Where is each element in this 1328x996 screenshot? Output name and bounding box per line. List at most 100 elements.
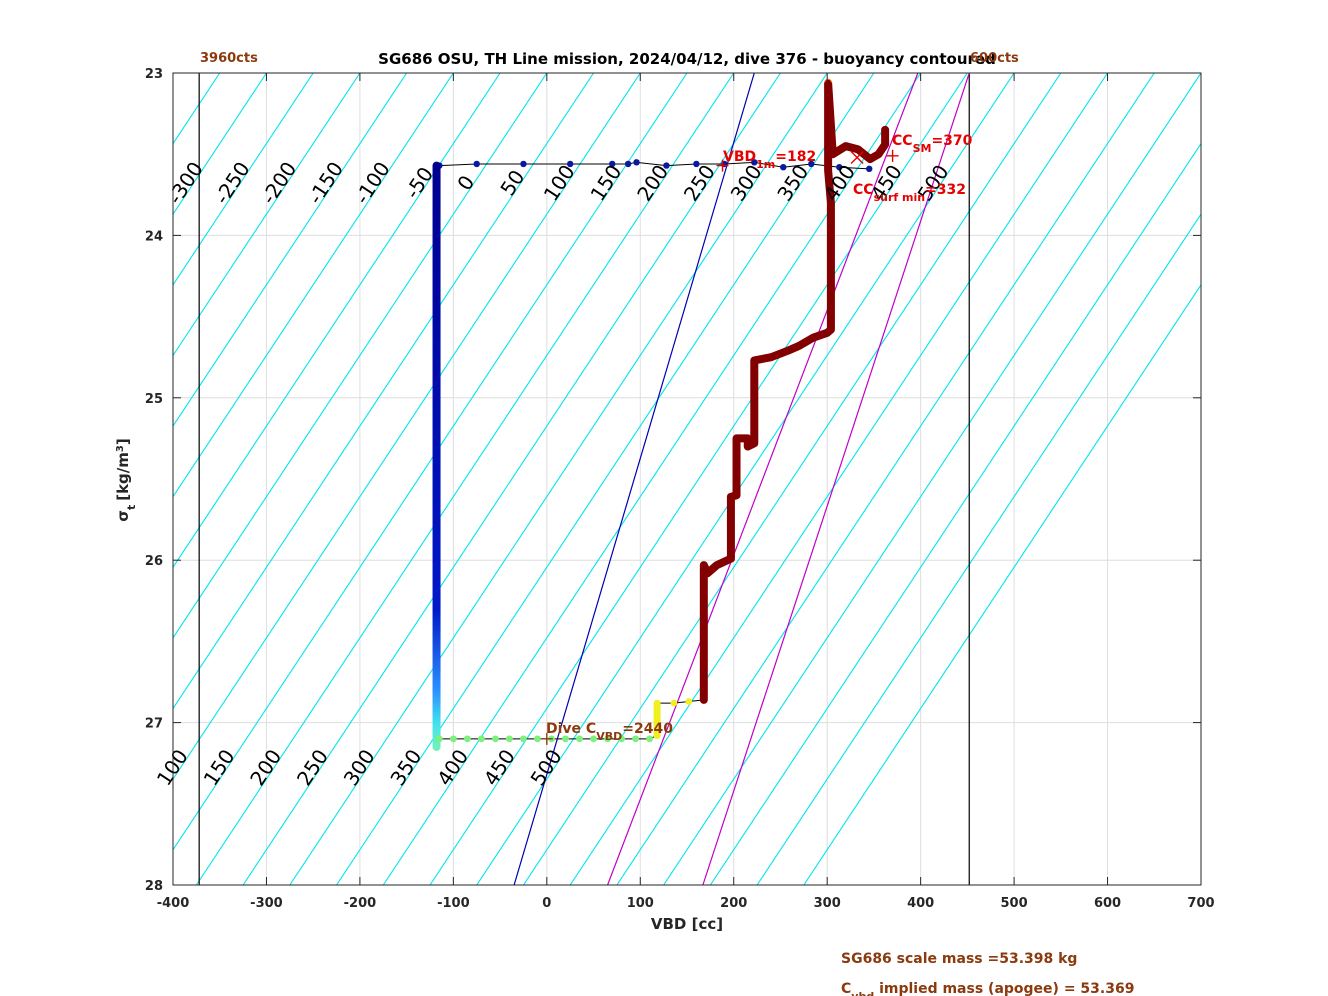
ascent-path — [699, 78, 890, 704]
contour-line — [173, 73, 595, 710]
reference-line — [513, 73, 755, 885]
surface-point — [473, 160, 480, 168]
bottom-point — [576, 735, 583, 743]
y-axis-label: σt[kg/m3] — [114, 438, 138, 521]
surface-point — [808, 160, 815, 168]
annotation-dive-c-vbd: Dive CVBD=2440 — [546, 721, 673, 743]
surface-point — [566, 160, 574, 168]
reference-lines — [513, 73, 970, 885]
x-marker — [850, 150, 864, 164]
ascent-yellow-point — [685, 698, 693, 705]
contour-line — [173, 73, 174, 74]
y-tick-label: 28 — [145, 879, 163, 894]
bottom-point — [463, 735, 471, 743]
vbd-limit-lines — [198, 73, 970, 885]
y-tick-label: 26 — [145, 554, 163, 569]
contour-line — [173, 73, 267, 216]
x-tick-label: 700 — [1187, 896, 1214, 911]
contour-line — [429, 73, 968, 885]
contour-line — [173, 73, 408, 428]
plus-marker — [540, 732, 553, 745]
x-tick-label: -100 — [437, 896, 470, 911]
annotation-vbd-1m: VBD1m=182 — [723, 149, 816, 171]
x-tick-label: 100 — [627, 896, 654, 911]
bottom-point — [520, 735, 527, 743]
plus-marker — [886, 149, 899, 162]
surface-point — [609, 160, 616, 168]
bottom-point — [562, 735, 569, 743]
dive-data-series — [432, 78, 890, 751]
contour-line — [242, 73, 781, 885]
x-axis-label: VBD [cc] — [651, 915, 723, 933]
bottom-point — [449, 735, 457, 743]
x-tick-label: 400 — [907, 896, 934, 911]
reference-line — [702, 73, 970, 885]
contour-line — [173, 73, 641, 781]
contour-line — [173, 73, 501, 569]
x-tick-label: -400 — [157, 896, 190, 911]
ascent-yellow-point — [670, 699, 678, 707]
x-tick-label: -300 — [250, 896, 283, 911]
contour-line — [709, 142, 1201, 885]
contour-line — [756, 213, 1201, 885]
bottom-point — [506, 735, 513, 743]
bottom-point — [604, 735, 611, 743]
bottom-point — [632, 735, 639, 743]
contour-line — [173, 73, 548, 639]
annotation-cc-surf-min: CCsurf min=332 — [853, 182, 966, 204]
bottom-point — [534, 735, 541, 743]
contour-line — [173, 73, 314, 286]
contour-line — [173, 73, 688, 851]
x-tick-label: -200 — [344, 896, 377, 911]
x-tick-label: 500 — [1001, 896, 1028, 911]
contour-line — [0, 73, 126, 885]
contour-line — [0, 73, 33, 885]
top-right-counts-label: 600cts — [970, 51, 1019, 66]
y-tick-labels: 23 24 25 26 27 28 — [145, 67, 163, 894]
surface-point — [751, 159, 758, 166]
plus-marker — [716, 159, 729, 172]
chart-title: SG686 OSU, TH Line mission, 2024/04/12, … — [378, 50, 996, 68]
axes-background — [173, 73, 1201, 885]
annotation-cc-sm: CCSM=370 — [892, 133, 973, 155]
y-tick-label: 25 — [145, 392, 163, 407]
axes-frame — [172, 72, 1202, 886]
x-tick-label: 300 — [814, 896, 841, 911]
footer-scale-mass: SG686 scale mass =53.398 kg — [841, 951, 1077, 967]
surface-point — [836, 163, 843, 171]
contour-line — [0, 73, 80, 885]
x-tick-label: 200 — [720, 896, 747, 911]
x-tick-label: 600 — [1094, 896, 1121, 911]
x-tick-labels: -400 -300 -200 -100 0 100 200 300 400 500 600 700 — [157, 896, 1215, 911]
contour-line — [522, 73, 1062, 885]
x-tick-label: 0 — [542, 896, 551, 911]
top-left-counts-label: 3960cts — [200, 51, 258, 66]
surface-point — [520, 160, 527, 168]
y-tick-label: 27 — [145, 717, 163, 732]
bottom-point — [492, 735, 499, 743]
contour-line — [173, 73, 361, 357]
contour-line — [336, 73, 875, 885]
surface-point — [693, 160, 700, 168]
contour-line — [195, 73, 735, 885]
contour-line — [616, 73, 1155, 885]
ascent-apex-point — [825, 79, 832, 86]
dive-markers — [540, 149, 899, 745]
axis-ticks — [172, 72, 1202, 886]
bottom-point — [478, 735, 485, 743]
bottom-point — [618, 735, 625, 743]
contour-line — [289, 73, 828, 885]
surface-point — [663, 162, 670, 169]
surface-point — [624, 160, 632, 168]
bottom-point — [590, 735, 597, 743]
bottom-point — [435, 735, 443, 743]
surface-point — [633, 159, 640, 166]
contour-line — [173, 73, 454, 498]
buoyancy-contours — [0, 73, 1201, 885]
contour-line — [663, 73, 1201, 885]
contour-line — [803, 283, 1201, 885]
surface-point — [780, 163, 787, 171]
bottom-point — [646, 735, 654, 743]
reference-line — [607, 73, 919, 885]
